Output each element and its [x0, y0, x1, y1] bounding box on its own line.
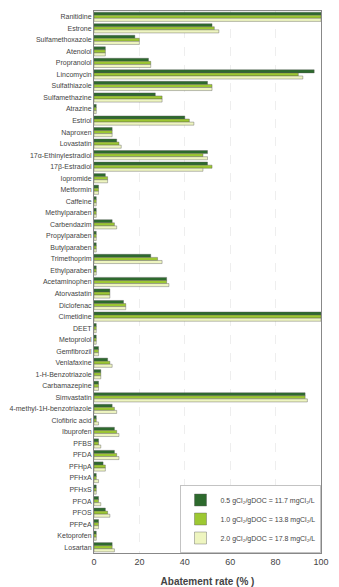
- svg-text:Atenolol: Atenolol: [66, 48, 92, 55]
- svg-text:PFDA: PFDA: [73, 451, 92, 458]
- svg-text:Diclofenac: Diclofenac: [59, 302, 92, 309]
- svg-text:Trimethoprim: Trimethoprim: [51, 255, 92, 263]
- svg-text:PFHxA: PFHxA: [69, 474, 92, 481]
- svg-text:100: 100: [313, 557, 328, 567]
- svg-text:Propranolol: Propranolol: [56, 59, 92, 67]
- svg-text:PFOA: PFOA: [73, 498, 92, 505]
- svg-text:Propylparaben: Propylparaben: [46, 232, 92, 240]
- svg-text:17α-Ethinylestradiol: 17α-Ethinylestradiol: [30, 152, 92, 160]
- svg-text:Ketoprofen: Ketoprofen: [57, 532, 91, 540]
- svg-text:80: 80: [271, 557, 281, 567]
- svg-text:Sulfamethoxazole: Sulfamethoxazole: [36, 36, 92, 43]
- svg-text:Sulfamethazine: Sulfamethazine: [43, 94, 91, 101]
- svg-text:Atrazine: Atrazine: [66, 105, 92, 112]
- svg-text:Clofibric acid: Clofibric acid: [52, 417, 92, 424]
- svg-text:Carbamazepine: Carbamazepine: [42, 382, 92, 390]
- svg-text:Carbendazim: Carbendazim: [50, 221, 92, 228]
- svg-text:PFBS: PFBS: [73, 440, 92, 447]
- svg-text:Sulfathiazole: Sulfathiazole: [52, 82, 92, 89]
- svg-text:DEET: DEET: [73, 325, 92, 332]
- svg-text:20: 20: [134, 557, 144, 567]
- svg-text:Abatement rate (% ): Abatement rate (% ): [161, 576, 255, 587]
- svg-text:PFHxS: PFHxS: [69, 486, 92, 493]
- svg-text:Iopromide: Iopromide: [60, 175, 91, 183]
- svg-text:Metformin: Metformin: [60, 186, 91, 193]
- svg-text:4-methyl-1H-benzotriazole: 4-methyl-1H-benzotriazole: [10, 405, 92, 413]
- svg-text:Ranitidine: Ranitidine: [60, 13, 91, 20]
- svg-text:Ethylparaben: Ethylparaben: [50, 267, 91, 275]
- svg-text:Lovastatin: Lovastatin: [60, 140, 92, 147]
- svg-text:Metoprolol: Metoprolol: [59, 336, 92, 344]
- svg-text:Simvastatin: Simvastatin: [55, 394, 91, 401]
- svg-text:Atorvastatin: Atorvastatin: [55, 290, 92, 297]
- svg-text:PFOS: PFOS: [73, 509, 92, 516]
- svg-text:Venlafaxine: Venlafaxine: [55, 359, 91, 366]
- svg-text:Naproxen: Naproxen: [61, 129, 91, 137]
- svg-text:Methylparaben: Methylparaben: [45, 209, 91, 217]
- svg-text:1-H-Benzotriazole: 1-H-Benzotriazole: [36, 371, 92, 378]
- svg-text:1.0 gCl₂/gDOC = 13.8 mgCl₂/L: 1.0 gCl₂/gDOC = 13.8 mgCl₂/L: [221, 516, 316, 524]
- svg-text:0.5 gCl₂/gDOC = 11.7 mgCl₂/L: 0.5 gCl₂/gDOC = 11.7 mgCl₂/L: [221, 497, 315, 505]
- svg-text:2.0 gCl₂/gDOC = 17.8 mgCl₂/L: 2.0 gCl₂/gDOC = 17.8 mgCl₂/L: [221, 535, 316, 543]
- svg-text:17β-Estradiol: 17β-Estradiol: [50, 163, 92, 171]
- svg-text:PFPeA: PFPeA: [69, 521, 92, 528]
- svg-text:Butylparaben: Butylparaben: [50, 244, 91, 252]
- svg-text:Ibuprofen: Ibuprofen: [62, 428, 92, 436]
- svg-text:Cimetidine: Cimetidine: [59, 313, 92, 320]
- svg-text:Losartan: Losartan: [64, 544, 91, 551]
- svg-text:Acetaminophen: Acetaminophen: [43, 278, 92, 286]
- svg-text:Estriol: Estriol: [72, 117, 92, 124]
- svg-text:Estrone: Estrone: [67, 25, 91, 32]
- svg-text:Lincomycin: Lincomycin: [57, 71, 92, 79]
- svg-text:PFHpA: PFHpA: [69, 463, 92, 471]
- svg-text:0: 0: [91, 557, 96, 567]
- svg-text:Caffeine: Caffeine: [66, 198, 92, 205]
- svg-text:40: 40: [180, 557, 190, 567]
- svg-text:60: 60: [225, 557, 235, 567]
- svg-text:Gemfibrozil: Gemfibrozil: [56, 348, 92, 355]
